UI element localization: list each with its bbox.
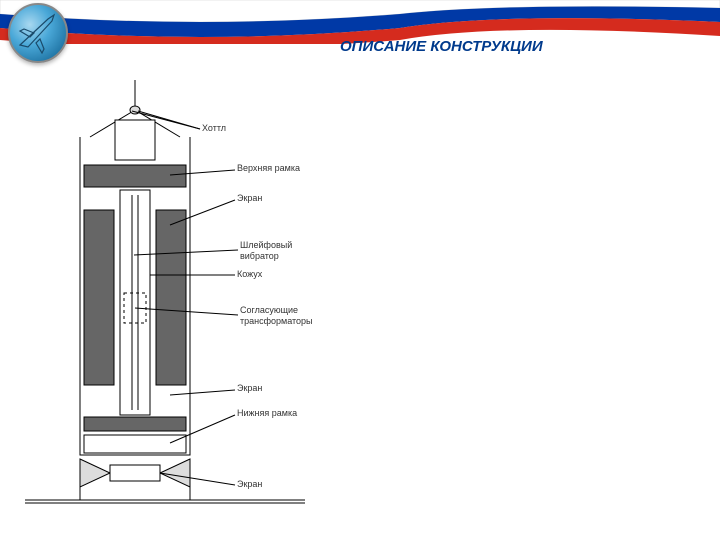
label-bottom-frame: Нижняя рамка <box>237 408 297 418</box>
construction-diagram: Хоттл Верхняя рамка Экран Шлейфовый вибр… <box>20 75 380 520</box>
label-top: Хоттл <box>202 123 226 133</box>
label-trans-a: Согласующие <box>240 305 298 315</box>
label-cover: Кожух <box>237 269 262 279</box>
label-screen-1: Экран <box>237 193 262 203</box>
airplane-icon <box>10 5 66 61</box>
label-vibrator-a: Шлейфовый <box>240 240 292 250</box>
label-vibrator-b: вибратор <box>240 251 279 261</box>
label-screen-2: Экран <box>237 383 262 393</box>
label-top-frame: Верхняя рамка <box>237 163 300 173</box>
label-screen-3: Экран <box>237 479 262 489</box>
airplane-badge <box>8 3 68 63</box>
page-title: ОПИСАНИЕ КОНСТРУКЦИИ <box>340 38 543 55</box>
label-trans-b: трансформаторы <box>240 316 313 326</box>
header-banner: ОПИСАНИЕ КОНСТРУКЦИИ <box>0 0 720 60</box>
